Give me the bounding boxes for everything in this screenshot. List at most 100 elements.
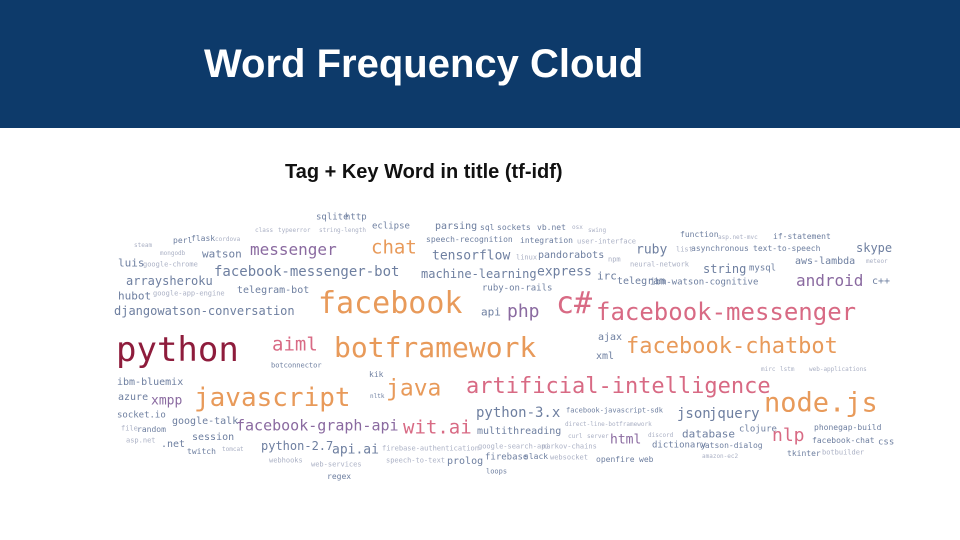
cloud-word-multithreading: multithreading [477, 426, 562, 437]
cloud-word-direct-line-botframework: direct-line-botframework [565, 421, 652, 428]
cloud-word-arraysheroku: arraysheroku [126, 274, 213, 288]
cloud-word-ibm-bluemix: ibm-bluemix [117, 377, 184, 388]
cloud-word-facebook: facebook [318, 286, 463, 321]
cloud-word-firebase-authentication: firebase-authentication [382, 444, 479, 453]
cloud-word-server: server [587, 433, 609, 440]
cloud-word-twitch: twitch [187, 447, 216, 456]
cloud-word-nlp: nlp [772, 425, 805, 446]
cloud-word-web-services: web-services [311, 460, 362, 469]
cloud-word-sockets: sockets [497, 223, 531, 232]
cloud-word-express: express [537, 264, 592, 280]
cloud-word-google-talk: google-talk [172, 416, 239, 427]
cloud-word-database: database [682, 427, 735, 441]
cloud-word-lstm: lstm [780, 366, 795, 373]
cloud-word-html: html [610, 432, 642, 448]
cloud-word-asp-net: asp.net [126, 436, 156, 445]
cloud-word-websocket: websocket [550, 453, 588, 462]
cloud-word-ruby-on-rails: ruby-on-rails [482, 283, 553, 294]
cloud-word-net: .net [161, 439, 186, 450]
cloud-word-wit-ai: wit.ai [403, 416, 472, 439]
cloud-word-kik: kik [369, 370, 384, 379]
cloud-word-google-search-api: google-search-api [478, 442, 550, 451]
cloud-word-api: api [481, 305, 501, 319]
cloud-word-web: web [639, 455, 654, 464]
cloud-word-mongodb: mongodb [160, 250, 186, 257]
cloud-word-if-statement: if-statement [773, 232, 831, 241]
cloud-word-clojure: clojure [739, 424, 777, 435]
cloud-word-jquery: jquery [709, 406, 760, 422]
cloud-word-watson: watson [202, 247, 242, 261]
cloud-word-asp-net-mvc: asp.net-mvc [718, 234, 758, 241]
cloud-word-steam: steam [134, 242, 153, 249]
cloud-word-json: json [677, 406, 711, 422]
cloud-word-asynchronous: asynchronous [691, 244, 749, 253]
cloud-word-telegram-bot: telegram-bot [237, 285, 310, 296]
cloud-word-tensorflow: tensorflow [432, 248, 511, 264]
cloud-word-function: function [680, 230, 719, 239]
cloud-word-nltk: nltk [370, 393, 385, 400]
cloud-word-session: session [192, 432, 235, 443]
slide-title: Word Frequency Cloud [204, 42, 644, 86]
cloud-word-botconnector: botconnector [271, 361, 322, 370]
cloud-word-linux: linux [516, 253, 538, 262]
cloud-word-socket-io: socket.io [117, 410, 166, 421]
cloud-word-neural-network: neural-network [630, 260, 690, 269]
cloud-word-css: css [878, 437, 895, 448]
cloud-word-random: random [137, 425, 166, 434]
cloud-word-text-to-speech: text-to-speech [753, 244, 821, 253]
cloud-word-facebook-chat: facebook-chat [812, 436, 875, 445]
cloud-word-speech-recognition: speech-recognition [426, 235, 513, 244]
cloud-word-facebook-messenger-bot: facebook-messenger-bot [214, 264, 400, 280]
cloud-word-chat: chat [371, 236, 417, 259]
cloud-word-ibm-watson-cognitive: ibm-watson-cognitive [650, 277, 759, 288]
cloud-word-google-app-engine: google-app-engine [153, 289, 225, 298]
cloud-word-skype: skype [856, 241, 893, 255]
cloud-word-swing: swing [588, 227, 607, 234]
cloud-word-botbuilder: botbuilder [822, 448, 865, 457]
cloud-word-python-3-x: python-3.x [476, 405, 561, 421]
cloud-word-string: string [703, 262, 747, 276]
cloud-word-facebook-graph-api: facebook-graph-api [236, 416, 399, 435]
cloud-word-machine-learning: machine-learning [421, 267, 537, 281]
cloud-word-npm: npm [608, 255, 621, 264]
cloud-word-tomcat: tomcat [222, 446, 244, 453]
cloud-word-c: c++ [872, 276, 891, 287]
cloud-word-webhooks: webhooks [269, 456, 303, 465]
cloud-word-string-length: string-length [319, 227, 366, 234]
cloud-word-watson-dialog: watson-dialog [700, 441, 763, 450]
cloud-word-botframework: botframework [334, 331, 537, 364]
cloud-word-telegram: telegram [617, 276, 666, 287]
cloud-word-loops: loops [486, 467, 508, 476]
cloud-word-ruby: ruby [636, 242, 668, 258]
cloud-word-mysql: mysql [749, 263, 777, 274]
cloud-word-class: class [255, 227, 274, 234]
cloud-word-meteor: meteor [866, 258, 888, 265]
cloud-word-hubot: hubot [118, 289, 152, 303]
cloud-word-api-ai: api.ai [332, 442, 379, 458]
cloud-word-java: java [386, 375, 442, 402]
cloud-word-azure: azure [118, 392, 149, 403]
cloud-word-openfire: openfire [596, 455, 635, 464]
cloud-word-integration: integration [520, 236, 573, 245]
cloud-word-pandorabots: pandorabots [538, 250, 605, 261]
cloud-word-ajax: ajax [598, 332, 623, 343]
cloud-word-firebase: firebase [485, 452, 529, 463]
cloud-word-google-chrome: google-chrome [143, 260, 198, 269]
cloud-word-slack: slack [524, 452, 549, 461]
cloud-word-vb-net: vb.net [537, 223, 566, 232]
cloud-word-flask: flask [191, 234, 216, 243]
cloud-word-phonegap-build: phonegap-build [814, 423, 882, 432]
cloud-word-xmpp: xmpp [151, 393, 183, 409]
cloud-word-messenger: messenger [250, 240, 337, 259]
cloud-word-amazon-ec2: amazon-ec2 [702, 453, 739, 460]
cloud-word-artificial-intelligence: artificial-intelligence [466, 374, 771, 399]
cloud-word-dictionary: dictionary [652, 440, 707, 451]
cloud-word-luis: luis [118, 256, 145, 270]
cloud-word-c: c# [556, 286, 593, 321]
cloud-word-djangowatson-conversation: djangowatson-conversation [114, 304, 295, 318]
cloud-word-cordova: cordova [215, 236, 241, 243]
cloud-word-python: python [116, 330, 239, 370]
slide-subtitle: Tag + Key Word in title (tf-idf) [285, 161, 563, 183]
cloud-word-facebook-chatbot: facebook-chatbot [626, 334, 838, 359]
cloud-word-node-js: node.js [764, 387, 878, 419]
